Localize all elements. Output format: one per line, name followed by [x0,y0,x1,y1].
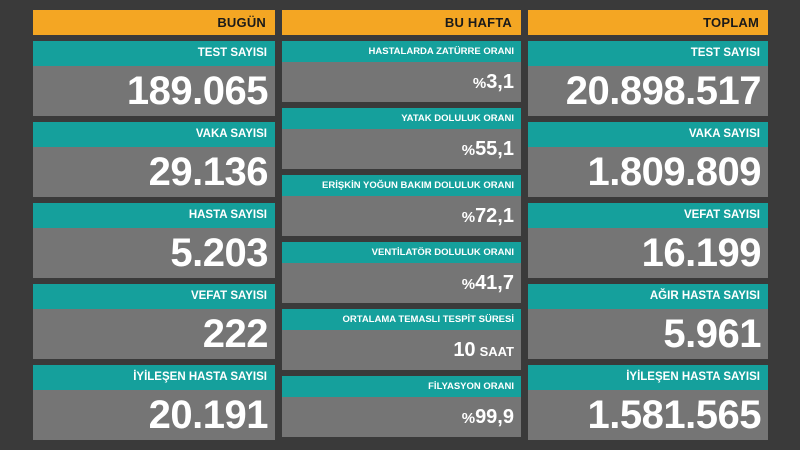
stat-value: %72,1 [282,196,521,236]
percent-sign: % [461,142,476,159]
total-header: TOPLAM [528,10,768,35]
total-case-count: VAKA SAYISI 1.809.809 [528,122,768,197]
stat-value: %99,9 [282,397,521,437]
stat-number: 10 [453,339,476,361]
stat-label: İYİLEŞEN HASTA SAYISI [528,365,768,390]
total-death-count: VEFAT SAYISI 16.199 [528,203,768,278]
stat-label: İYİLEŞEN HASTA SAYISI [33,365,275,390]
percent-sign: % [461,209,476,226]
today-death-count: VEFAT SAYISI 222 [33,284,275,359]
stat-value: 1.581.565 [528,390,768,440]
stat-value: 5.203 [33,228,275,278]
stat-value: %41,7 [282,263,521,303]
stat-number: 99,9 [475,406,514,428]
stat-label: TEST SAYISI [528,41,768,66]
stat-label: ORTALAMA TEMASLI TESPİT SÜRESİ [282,309,521,330]
stat-value: 20.898.517 [528,66,768,116]
stat-label: VEFAT SAYISI [33,284,275,309]
stat-value: 1.809.809 [528,147,768,197]
stat-label: AĞIR HASTA SAYISI [528,284,768,309]
total-recovered-count: İYİLEŞEN HASTA SAYISI 1.581.565 [528,365,768,440]
stat-label: TEST SAYISI [33,41,275,66]
percent-sign: % [461,276,476,293]
stat-value: %3,1 [282,62,521,102]
total-severe-patient-count: AĞIR HASTA SAYISI 5.961 [528,284,768,359]
today-patient-count: HASTA SAYISI 5.203 [33,203,275,278]
stat-label: VAKA SAYISI [528,122,768,147]
stat-number: 55,1 [475,138,514,160]
stat-value: 20.191 [33,390,275,440]
week-filiation-rate: FİLYASYON ORANI %99,9 [282,376,521,437]
this-week-column: BU HAFTA HASTALARDA ZATÜRRE ORANI %3,1 Y… [282,10,521,437]
today-header: BUGÜN [33,10,275,35]
stat-value: 29.136 [33,147,275,197]
stat-label: VEFAT SAYISI [528,203,768,228]
today-case-count: VAKA SAYISI 29.136 [33,122,275,197]
week-contact-detection-time: ORTALAMA TEMASLI TESPİT SÜRESİ 10 SAAT [282,309,521,370]
stat-unit: SAAT [479,344,514,359]
stat-value: 5.961 [528,309,768,359]
stat-number: 41,7 [475,272,514,294]
today-recovered-count: İYİLEŞEN HASTA SAYISI 20.191 [33,365,275,440]
stat-label: FİLYASYON ORANI [282,376,521,397]
stat-label: VENTİLATÖR DOLULUK ORANI [282,242,521,263]
today-column: BUGÜN TEST SAYISI 189.065 VAKA SAYISI 29… [33,10,275,440]
stat-number: 3,1 [486,71,514,93]
week-icu-occupancy: ERİŞKİN YOĞUN BAKIM DOLULUK ORANI %72,1 [282,175,521,236]
total-test-count: TEST SAYISI 20.898.517 [528,41,768,116]
stat-label: VAKA SAYISI [33,122,275,147]
stat-value: 10 SAAT [282,330,521,370]
week-pneumonia-rate: HASTALARDA ZATÜRRE ORANI %3,1 [282,41,521,102]
stat-value: %55,1 [282,129,521,169]
stat-label: ERİŞKİN YOĞUN BAKIM DOLULUK ORANI [282,175,521,196]
stat-label: YATAK DOLULUK ORANI [282,108,521,129]
stat-value: 16.199 [528,228,768,278]
stat-number: 72,1 [475,205,514,227]
stat-value: 189.065 [33,66,275,116]
today-test-count: TEST SAYISI 189.065 [33,41,275,116]
percent-sign: % [461,410,476,427]
week-bed-occupancy: YATAK DOLULUK ORANI %55,1 [282,108,521,169]
this-week-header: BU HAFTA [282,10,521,35]
total-column: TOPLAM TEST SAYISI 20.898.517 VAKA SAYIS… [528,10,768,440]
stat-label: HASTALARDA ZATÜRRE ORANI [282,41,521,62]
percent-sign: % [472,75,487,92]
stat-value: 222 [33,309,275,359]
stat-label: HASTA SAYISI [33,203,275,228]
week-ventilator-occupancy: VENTİLATÖR DOLULUK ORANI %41,7 [282,242,521,303]
